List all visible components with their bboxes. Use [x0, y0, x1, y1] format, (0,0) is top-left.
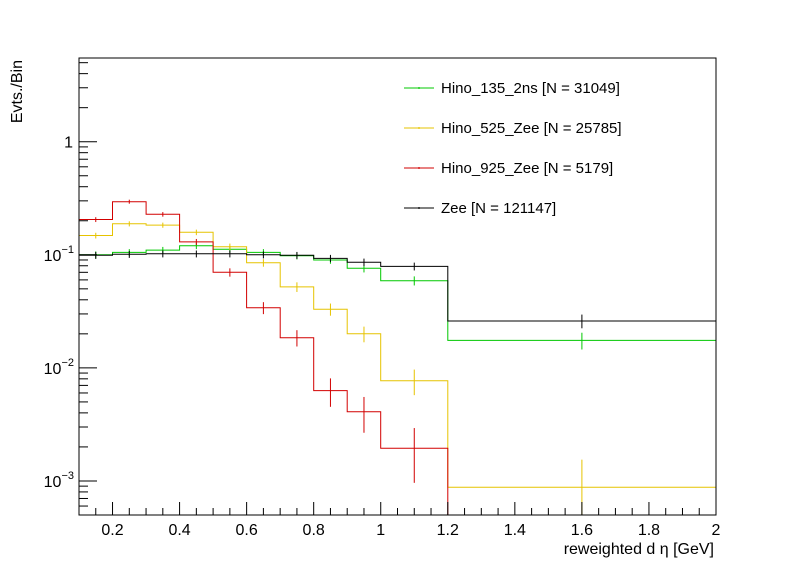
x-tick-label: 2 [712, 522, 721, 539]
x-axis-label: reweighted d η [GeV] [564, 541, 714, 558]
y-tick-label: 10−2 [44, 357, 74, 378]
y-tick-label: 10−3 [44, 470, 74, 491]
series-0 [79, 242, 716, 350]
series-line [79, 245, 716, 341]
x-tick-label: 1.6 [571, 522, 593, 539]
series-line [79, 223, 716, 488]
x-tick-label: 0.6 [236, 522, 258, 539]
legend-entry: Hino_525_Zee [N = 25785] [404, 120, 622, 137]
legend-entry: Hino_135_2ns [N = 31049] [404, 80, 620, 97]
y-tick-label: 1 [64, 135, 73, 152]
legend-label: Hino_135_2ns [N = 31049] [441, 80, 620, 97]
series-3 [79, 250, 716, 329]
x-tick-label: 0.2 [101, 522, 123, 539]
legend-entry: Zee [N = 121147] [404, 200, 556, 217]
legend-label: Hino_925_Zee [N = 5179] [441, 160, 613, 177]
axis-ticks [78, 62, 717, 516]
x-tick-label: 1.2 [437, 522, 459, 539]
x-tick-label: 1.8 [638, 522, 660, 539]
x-tick-labels: 0.2 0.4 0.6 0.8 1 1.2 1.4 1.6 1.8 2 [101, 522, 720, 539]
x-tick-label: 1 [376, 522, 385, 539]
series-layer [79, 199, 716, 516]
series-1 [79, 221, 716, 515]
y-tick-labels: 10−3 10−2 10−1 1 [44, 135, 74, 491]
x-tick-label: 0.4 [168, 522, 190, 539]
legend-label: Hino_525_Zee [N = 25785] [441, 120, 622, 137]
x-tick-label: 1.4 [504, 522, 526, 539]
x-tick-label: 0.8 [303, 522, 325, 539]
y-tick-label: 10−1 [44, 244, 74, 265]
series-2 [79, 199, 716, 516]
series-line [79, 253, 716, 322]
y-axis-label: Evts./Bin [9, 60, 26, 123]
legend-entry: Hino_925_Zee [N = 5179] [404, 160, 613, 177]
series-line [79, 201, 716, 516]
legend: Hino_135_2ns [N = 31049] Hino_525_Zee [N … [404, 80, 622, 217]
legend-label: Zee [N = 121147] [441, 200, 556, 217]
